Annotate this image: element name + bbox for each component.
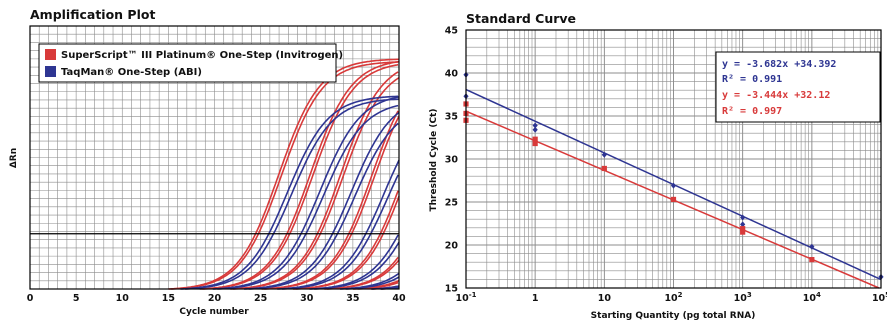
std-x-tick-label: 1 [532,293,539,304]
std-title: Standard Curve [466,11,576,26]
amp-x-tick-label: 10 [116,293,130,304]
abi-curve [314,241,400,290]
invitrogen-curve [326,259,400,290]
std-y-tick-label: 20 [445,241,459,252]
std-plot-frame [465,29,882,289]
amp-legend: SuperScript™ III Platinum® One-Step (Inv… [38,43,343,83]
equation-blue: y = -3.682x +34.392 [722,59,836,70]
legend-swatch-invitrogen [45,49,56,60]
std-y-tick-label: 35 [445,112,458,123]
abi-curve [248,122,399,290]
std-x-tick-exponent: -1 [469,291,477,299]
amp-x-tick-label: 35 [346,293,359,304]
invitrogen-data-point [740,229,746,235]
std-x-tick-label: 10-1 [455,291,476,304]
abi-curve [212,96,400,290]
std-y-tick-label: 15 [445,284,458,295]
std-y-tick-label: 40 [445,69,459,80]
amp-x-tick-label: 25 [254,293,267,304]
amp-x-tick-label: 30 [300,293,314,304]
std-x-tick-labels: 10-1 1 10 102 103 104 105 [455,291,887,304]
amp-x-tick-label: 15 [162,293,175,304]
abi-curve [281,174,399,290]
std-y-tick-labels: 15 20 25 30 35 40 45 [445,26,459,295]
amplification-plot: Amplification Plot 0 5 10 15 20 25 30 35 40 Cycl… [9,7,406,317]
invitrogen-data-point [601,165,607,172]
std-y-tick-label: 30 [445,155,459,166]
invitrogen-data-point [670,196,677,203]
amp-x-axis-label: Cycle number [179,307,249,317]
invitrogen-data-point [809,257,815,263]
std-equation-box: y = -3.682x +34.392 R² = 0.991 y = -3.44… [715,51,881,123]
abi-curve [180,95,399,290]
amp-title: Amplification Plot [30,7,155,22]
abi-data-point [532,126,538,133]
std-x-tick-label: 104 [803,291,821,304]
abi-curve [217,104,399,290]
std-x-tick-label: 103 [734,291,752,304]
std-x-tick-exponent: 5 [885,291,887,299]
abi-data-point [809,243,815,250]
r-squared-blue: R² = 0.991 [722,74,782,85]
std-y-tick-label: 25 [445,198,458,209]
amp-plot-frame [29,25,400,290]
abi-data-point [740,214,746,221]
std-equation-frame [715,51,881,123]
amp-legend-box [38,43,337,83]
std-x-tick-exponent: 4 [816,291,821,299]
amp-curves [168,58,400,290]
std-x-tick-exponent: 3 [747,291,752,299]
legend-swatch-abi [45,66,56,77]
std-y-tick-label: 45 [445,26,458,37]
amp-x-tick-label: 5 [73,293,80,304]
std-x-tick-label: 105 [872,291,887,304]
amp-x-tick-label: 20 [208,293,222,304]
abi-data-point [532,122,538,129]
invitrogen-data-point [532,140,538,147]
abi-data-point [740,221,746,228]
std-x-axis-label: Starting Quantity (pg total RNA) [591,311,756,320]
invitrogen-curve [295,195,400,290]
amp-y-axis-label: ΔRn [9,148,19,168]
amp-x-tick-label: 0 [27,293,34,304]
abi-data-point [670,182,677,189]
std-x-tick-exponent: 2 [678,291,683,299]
invitrogen-data-point [740,226,746,232]
equation-red: y = -3.444x +32.12 [722,90,830,101]
legend-label-abi: TaqMan® One-Step (ABI) [61,67,202,78]
r-squared-red: R² = 0.997 [722,106,782,117]
legend-label-invitrogen: SuperScript™ III Platinum® One-Step (Inv… [61,50,343,61]
std-x-tick-label: 102 [664,291,682,304]
invitrogen-curve [171,61,399,290]
amp-x-tick-label: 40 [392,293,406,304]
invitrogen-curve [202,63,399,290]
abi-curve [184,98,400,290]
invitrogen-data-point [532,136,538,142]
invitrogen-curve [264,115,400,290]
abi-data-point [601,151,607,158]
std-y-axis-label: Threshold Cycle (Ct) [429,109,439,212]
std-x-tick-label: 10 [598,293,612,304]
amp-x-tick-labels: 0 5 10 15 20 25 30 35 40 [27,293,406,304]
invitrogen-curve [232,77,400,290]
